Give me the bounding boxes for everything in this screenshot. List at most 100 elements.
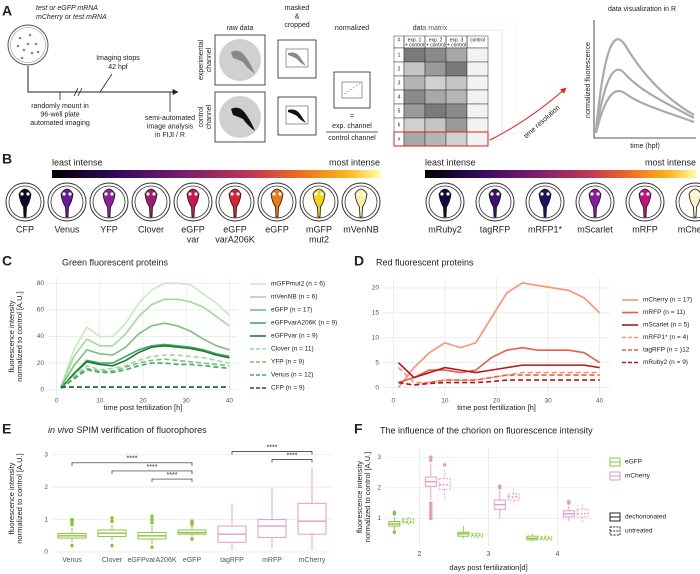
y-tick-label: 1 (377, 515, 381, 522)
fish-body (312, 188, 326, 218)
panel-letter: A (2, 3, 12, 19)
matrix-header-cell (424, 35, 447, 49)
embryo (20, 56, 24, 60)
formula: exp. channel (332, 123, 372, 130)
box (297, 502, 327, 535)
matrix-header: exp. 1 (408, 37, 422, 43)
embryo (26, 42, 30, 46)
x-tick-label: eGFP (183, 557, 202, 564)
fish-eye (314, 192, 318, 196)
y-tick-label: 3 (377, 454, 381, 461)
series-line (60, 298, 230, 388)
y-tick-label: 80 (37, 280, 45, 287)
intensity-bar (425, 170, 696, 178)
x-axis-label: time post fertilization [h] (457, 403, 536, 412)
fish-eye (446, 192, 450, 196)
embryo (30, 51, 34, 55)
masked-embryo (288, 109, 306, 123)
legend-label: eGFPvarA206K (n = 9) (271, 320, 337, 327)
matrix-header-cell (403, 35, 426, 49)
significance-label: **** (167, 472, 178, 479)
legend-label: CFP (n = 9) (271, 385, 305, 392)
outlier (110, 519, 114, 523)
series-line (60, 343, 230, 389)
matrix-cell (445, 131, 468, 147)
fluorophore-name: mScarlet (577, 224, 613, 234)
matrix-header: + control (405, 42, 424, 48)
y-axis-label: normalized to control [A.U.] (15, 453, 24, 543)
y-tick-label: 20 (37, 360, 45, 367)
fish-eye (278, 192, 282, 196)
mount-label: randomly mount in (31, 103, 89, 110)
channel-label: channel (206, 47, 213, 72)
time-arrow (489, 87, 567, 141)
outlier (567, 499, 571, 504)
outlier (429, 510, 433, 515)
legend-label: untreated (625, 528, 653, 535)
y-tick-label: 5 (375, 359, 379, 366)
legend-label: mVenNB (n = 6) (271, 294, 317, 301)
matrix-row-label: 5 (398, 108, 401, 114)
matrix-cell (424, 103, 447, 119)
matrix-cell (403, 103, 426, 119)
outlier (442, 463, 447, 467)
fish-eye (362, 192, 366, 196)
significance-bracket (271, 459, 313, 463)
fish-eye (20, 192, 24, 196)
matrix-cell (445, 61, 468, 77)
fluorophore-name: mGFP (306, 224, 332, 234)
chart-title: in vivo SPIM verification of fluorophores (48, 425, 207, 435)
fish-body (228, 188, 242, 218)
fluorophore-name: eGFP (181, 224, 205, 234)
significance-bracket (151, 478, 193, 483)
matrix-cell (466, 103, 489, 119)
matrix-cell (445, 75, 468, 91)
matrix-row-label: 3 (398, 80, 401, 86)
legend-label: mRuby2 (n = 9) (643, 359, 688, 366)
outlier (110, 543, 114, 548)
x-tick-label: 40 (226, 398, 234, 405)
channel-label: control (198, 106, 205, 127)
legend-label: mCherry (n = 17) (643, 297, 692, 304)
fluorophore-name: var (187, 234, 200, 244)
x-tick-label: Venus (62, 557, 82, 564)
y-tick-label: 3 (44, 451, 48, 458)
legend-label: dechorionated (625, 514, 667, 521)
legend-label: eGFP (625, 459, 642, 466)
step-label: masked (285, 5, 310, 12)
fish-body (438, 188, 452, 218)
timeline-break (73, 87, 83, 97)
matrix-header: # (398, 37, 401, 43)
outlier (429, 507, 433, 512)
fluorophore-name: mCherry (678, 224, 700, 234)
imaging-label: 42 hpf (108, 64, 128, 71)
outlier (70, 543, 74, 548)
fish-body (186, 188, 200, 218)
y-axis-label: normalized to control [A.U.] (363, 452, 372, 542)
y-tick-label: 10 (372, 334, 380, 341)
x-tick-label: 30 (183, 398, 191, 405)
legend-label: eGFP (n = 17) (271, 307, 312, 314)
fish-eye (230, 192, 234, 196)
legend-label: eGFPvar (n = 9) (271, 333, 318, 340)
matrix-row-label: x (398, 136, 401, 142)
x-axis-label: days post fertilization[d] (449, 563, 527, 572)
fish-body (588, 188, 602, 218)
matrix-cell (424, 89, 447, 105)
outlier (429, 501, 433, 505)
outlier (498, 484, 502, 489)
matrix-cell (466, 47, 489, 63)
box (438, 478, 451, 490)
fish-body (638, 188, 652, 218)
fluorophore-name: CFP (16, 224, 34, 234)
legend-label: mCherry (625, 473, 651, 480)
panel-letter: C (2, 253, 12, 269)
fluorophore-name: mRFP (632, 224, 658, 234)
matrix-cell (424, 117, 447, 133)
legend-label: mRFP (n = 11) (643, 309, 685, 316)
outlier (429, 504, 433, 508)
fish-body (102, 188, 116, 218)
embryo (18, 36, 22, 40)
